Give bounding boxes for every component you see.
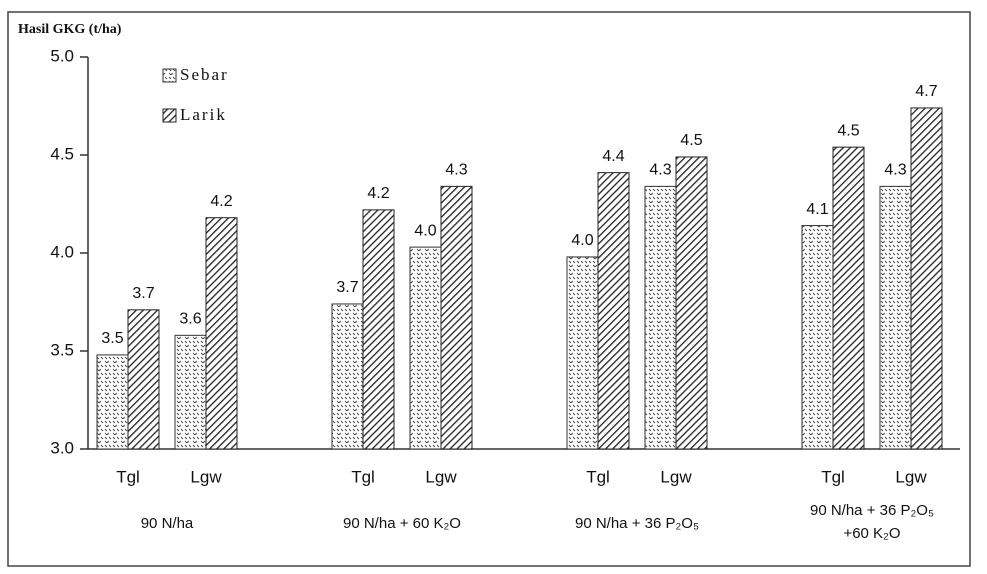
value-label: 4.3	[445, 162, 467, 179]
y-tick-label: 4.5	[50, 144, 74, 163]
value-label: 4.7	[915, 83, 937, 100]
group-label: 90 N/ha + 36 P₂O₅	[575, 515, 699, 532]
bar	[597, 172, 630, 450]
x-tick-label: Tgl	[586, 467, 610, 486]
group-label: 90 N/ha + 60 K₂O	[343, 515, 461, 532]
frame	[7, 11, 971, 567]
bar	[409, 246, 442, 450]
value-label: 4.0	[414, 222, 436, 239]
value-label: 4.0	[571, 232, 593, 249]
x-tick-label: Tgl	[821, 467, 845, 486]
x-tick-label: Tgl	[351, 467, 375, 486]
legend-label: Sebar	[180, 65, 229, 84]
y-tick-label: 3.0	[50, 438, 74, 457]
value-label: 4.2	[210, 193, 232, 210]
value-label: 4.2	[367, 185, 389, 202]
group-label: 90 N/ha + 36 P₂O₅	[810, 502, 934, 519]
value-label: 4.3	[884, 162, 906, 179]
x-tick-label: Lgw	[895, 467, 927, 486]
y-tick-label: 4.0	[50, 242, 74, 261]
x-tick-label: Tgl	[116, 467, 140, 486]
x-tick-label: Lgw	[660, 467, 692, 486]
value-label: 3.7	[132, 285, 154, 302]
legend-label: Larik	[180, 105, 227, 124]
x-tick-label: Lgw	[425, 467, 457, 486]
bar	[96, 354, 129, 450]
y-tick-label: 3.5	[50, 340, 74, 359]
group-label: 90 N/ha	[141, 515, 194, 532]
y-tick-label: 5.0	[50, 46, 74, 65]
bar	[879, 185, 912, 450]
y-axis-label: Hasil GKG (t/ha)	[18, 22, 122, 37]
bar	[832, 146, 865, 450]
bar	[440, 185, 473, 450]
value-label: 3.7	[336, 279, 358, 296]
bar	[127, 309, 160, 450]
bar	[801, 225, 834, 450]
bar	[205, 217, 238, 450]
bar	[174, 334, 207, 450]
value-label: 3.5	[101, 330, 123, 347]
bar	[644, 185, 677, 450]
value-label: 4.4	[602, 148, 624, 165]
group-label: +60 K₂O	[843, 525, 900, 542]
bar	[910, 107, 943, 450]
bar	[566, 256, 599, 450]
bar	[331, 303, 364, 450]
value-label: 4.3	[649, 162, 671, 179]
value-label: 4.5	[680, 132, 702, 149]
bar	[362, 209, 395, 450]
legend-swatch	[162, 68, 177, 83]
x-tick-label: Lgw	[190, 467, 222, 486]
bar	[675, 156, 708, 450]
value-label: 4.5	[837, 122, 859, 139]
legend-swatch	[162, 108, 177, 123]
value-label: 4.1	[806, 201, 828, 218]
value-label: 3.6	[179, 311, 201, 328]
